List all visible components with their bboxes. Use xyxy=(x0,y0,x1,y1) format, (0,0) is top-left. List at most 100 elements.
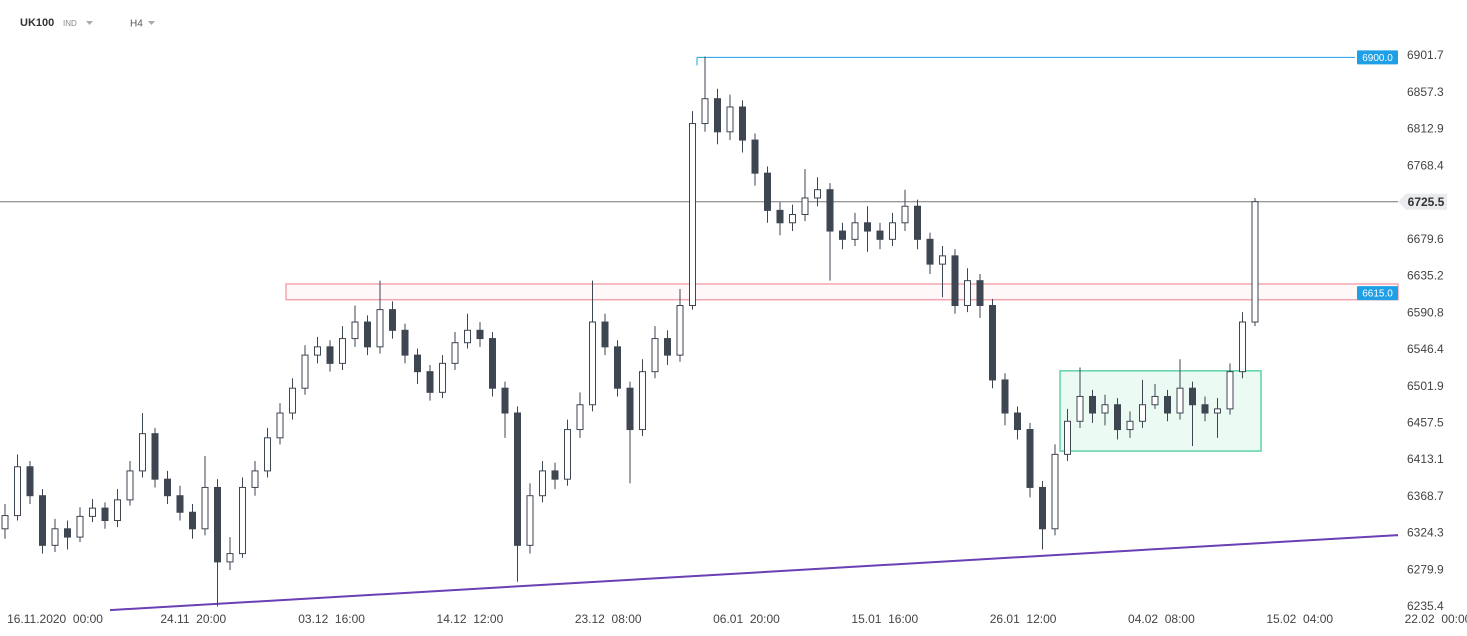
y-tick-label: 6635.2 xyxy=(1407,269,1444,283)
dropdown-caret[interactable] xyxy=(148,21,155,25)
y-tick-label: 6368.7 xyxy=(1407,489,1444,503)
candle-body xyxy=(339,338,346,364)
candle-body xyxy=(639,371,646,431)
last-price-label: 6725.5 xyxy=(1408,195,1445,209)
candle-body xyxy=(939,255,946,265)
candle-body xyxy=(751,139,759,174)
candle-body xyxy=(264,437,271,472)
candle-body xyxy=(551,470,559,480)
x-tick-label: 22.02 00:00 xyxy=(1405,612,1467,626)
candle-body xyxy=(276,412,284,439)
candle-body xyxy=(614,346,621,389)
candle-body xyxy=(726,106,734,133)
candle-body xyxy=(1089,395,1096,414)
y-tick-label: 6501.9 xyxy=(1407,379,1444,393)
x-tick-label: 03.12 16:00 xyxy=(298,612,365,626)
candle-body xyxy=(176,495,184,513)
candle-body xyxy=(51,528,59,546)
candle-body xyxy=(26,466,34,497)
candle-body xyxy=(951,255,959,306)
candle-body xyxy=(714,98,721,133)
market: IND xyxy=(63,19,77,28)
candle-body xyxy=(1251,201,1259,323)
candle-body xyxy=(101,507,109,522)
candle-body xyxy=(39,495,46,546)
price-tag-label: 6900.0 xyxy=(1362,53,1393,64)
candle-body xyxy=(1239,321,1246,373)
candle-body xyxy=(1039,486,1046,530)
candle-body xyxy=(1164,395,1171,414)
candle-body xyxy=(476,329,484,340)
candle-body xyxy=(601,321,609,348)
trendline xyxy=(109,534,1399,612)
candle-body xyxy=(801,197,809,216)
candle-body xyxy=(539,470,546,497)
y-tick-label: 6413.1 xyxy=(1407,452,1444,466)
interval[interactable]: H4 xyxy=(130,19,143,30)
candle-body xyxy=(564,429,571,480)
symbol[interactable]: UK100 xyxy=(20,17,54,29)
candle-body xyxy=(1101,404,1109,414)
zone xyxy=(285,283,1399,301)
candle-body xyxy=(1051,453,1059,530)
candle-body xyxy=(401,329,409,356)
y-tick-label: 6457.5 xyxy=(1407,416,1444,430)
candle-body xyxy=(1001,379,1009,414)
candle-body xyxy=(851,222,859,240)
candle-body xyxy=(501,387,509,414)
x-tick-label: 26.01 12:00 xyxy=(990,612,1057,626)
candle-body xyxy=(251,470,259,488)
candle-body xyxy=(76,515,84,538)
candle-body xyxy=(964,280,971,306)
candle-body xyxy=(514,412,521,546)
candle-body xyxy=(1176,387,1184,414)
candle-body xyxy=(626,387,634,431)
candle-body xyxy=(164,478,171,497)
candle-body xyxy=(489,338,496,389)
y-tick-label: 6679.6 xyxy=(1407,232,1444,246)
x-tick-label: 15.02 04:00 xyxy=(1266,612,1333,626)
candle-body xyxy=(1151,395,1159,406)
last-price-tag xyxy=(1398,193,1447,210)
candle-body xyxy=(64,528,71,538)
candle-body xyxy=(351,321,359,340)
candle-body xyxy=(864,222,871,232)
candle-body xyxy=(364,321,371,348)
y-tick-label: 6768.4 xyxy=(1407,158,1444,172)
y-tick-label: 6324.3 xyxy=(1407,526,1444,540)
x-tick-label: 06.01 20:00 xyxy=(713,612,780,626)
candle-body xyxy=(1139,404,1146,422)
candle-body xyxy=(289,387,296,414)
y-tick-label: 6901.7 xyxy=(1407,48,1444,62)
x-tick-label: 24.11 20:00 xyxy=(160,612,226,626)
x-tick-label: 14.12 12:00 xyxy=(437,612,504,626)
candle-body xyxy=(189,511,196,530)
candle-body xyxy=(326,346,334,364)
candle-body xyxy=(376,309,384,348)
candle-body xyxy=(426,371,434,393)
y-tick-label: 6857.3 xyxy=(1407,85,1444,99)
x-tick-label: 23.12 08:00 xyxy=(575,612,642,626)
candle-body xyxy=(1076,395,1084,422)
candle-body xyxy=(1,515,9,530)
candle-body xyxy=(589,321,596,406)
candle-body xyxy=(664,338,671,356)
candle-body xyxy=(414,354,421,373)
candle-body xyxy=(826,189,834,232)
candle-body xyxy=(764,172,771,211)
x-tick-label: 15.01 16:00 xyxy=(851,612,918,626)
y-tick-label: 6812.9 xyxy=(1407,122,1444,136)
price-tag xyxy=(1357,50,1398,65)
y-tick-label: 6590.8 xyxy=(1407,305,1444,319)
candle-body xyxy=(839,230,846,240)
y-tick-label: 6279.9 xyxy=(1407,562,1444,576)
candle-body xyxy=(739,106,746,141)
candle-body xyxy=(14,466,21,517)
candle-body xyxy=(1201,404,1209,414)
candle-body xyxy=(1226,371,1234,410)
candle-body xyxy=(526,495,534,546)
dropdown-caret[interactable] xyxy=(86,21,93,25)
candle-body xyxy=(789,214,796,224)
candle-body xyxy=(1114,404,1121,431)
candle-body xyxy=(151,433,159,480)
